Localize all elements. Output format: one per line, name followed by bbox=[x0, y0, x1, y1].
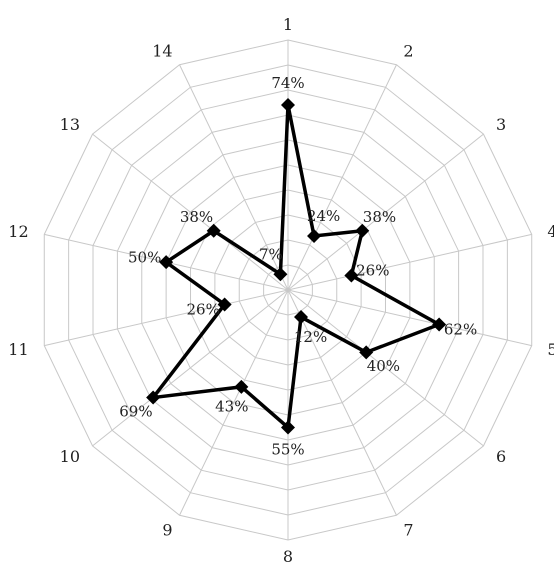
data-point bbox=[294, 310, 309, 325]
axis-label: 13 bbox=[60, 115, 80, 134]
axis-label: 7 bbox=[403, 521, 413, 540]
axis-label: 4 bbox=[547, 222, 554, 241]
data-label: 26% bbox=[187, 300, 220, 318]
data-label: 69% bbox=[119, 402, 152, 420]
data-series bbox=[149, 104, 444, 431]
axis-label: 14 bbox=[152, 41, 172, 60]
data-point bbox=[146, 390, 161, 405]
data-label: 26% bbox=[356, 262, 389, 280]
data-markers bbox=[146, 98, 447, 435]
data-label: 40% bbox=[367, 357, 400, 375]
data-point bbox=[281, 98, 295, 112]
data-label: 24% bbox=[307, 207, 340, 225]
data-point bbox=[217, 297, 232, 312]
data-label: 62% bbox=[444, 320, 477, 338]
data-label: 50% bbox=[128, 248, 161, 266]
data-label: 12% bbox=[294, 328, 327, 346]
axis-label: 12 bbox=[8, 222, 28, 241]
data-point bbox=[359, 345, 374, 360]
axis-label: 10 bbox=[60, 447, 80, 466]
data-point bbox=[234, 379, 249, 394]
axis-label: 1 bbox=[283, 15, 293, 34]
data-label: 43% bbox=[215, 398, 248, 416]
axis-spoke bbox=[179, 289, 289, 516]
data-point bbox=[307, 228, 322, 243]
axis-spoke bbox=[287, 64, 397, 291]
data-point bbox=[432, 317, 447, 332]
data-point bbox=[206, 223, 221, 238]
data-label: 7% bbox=[259, 245, 283, 263]
data-point bbox=[344, 268, 359, 283]
axis-spoke bbox=[287, 289, 397, 516]
data-point bbox=[355, 223, 370, 238]
axis-spoke bbox=[179, 64, 289, 291]
axis-spoke bbox=[287, 289, 484, 447]
axis-spoke bbox=[287, 233, 532, 291]
axis-spoke bbox=[92, 133, 289, 291]
data-point bbox=[159, 255, 174, 270]
data-point bbox=[273, 267, 288, 282]
axis-label: 5 bbox=[547, 340, 554, 359]
axis-label: 3 bbox=[496, 115, 506, 134]
axis-label: 2 bbox=[403, 41, 413, 60]
data-label: 38% bbox=[363, 208, 396, 226]
axis-spoke bbox=[44, 289, 289, 347]
axis-label: 9 bbox=[162, 521, 172, 540]
axis-label: 11 bbox=[8, 340, 28, 359]
data-point bbox=[281, 420, 295, 435]
axis-spoke bbox=[92, 289, 289, 447]
data-label: 74% bbox=[271, 74, 304, 92]
axis-spoke bbox=[287, 289, 532, 347]
series-line bbox=[149, 104, 444, 431]
data-label: 55% bbox=[271, 441, 304, 459]
axis-spoke bbox=[287, 133, 484, 291]
axis-label: 8 bbox=[283, 547, 293, 566]
data-label: 38% bbox=[180, 208, 213, 226]
axis-label: 6 bbox=[496, 447, 506, 466]
